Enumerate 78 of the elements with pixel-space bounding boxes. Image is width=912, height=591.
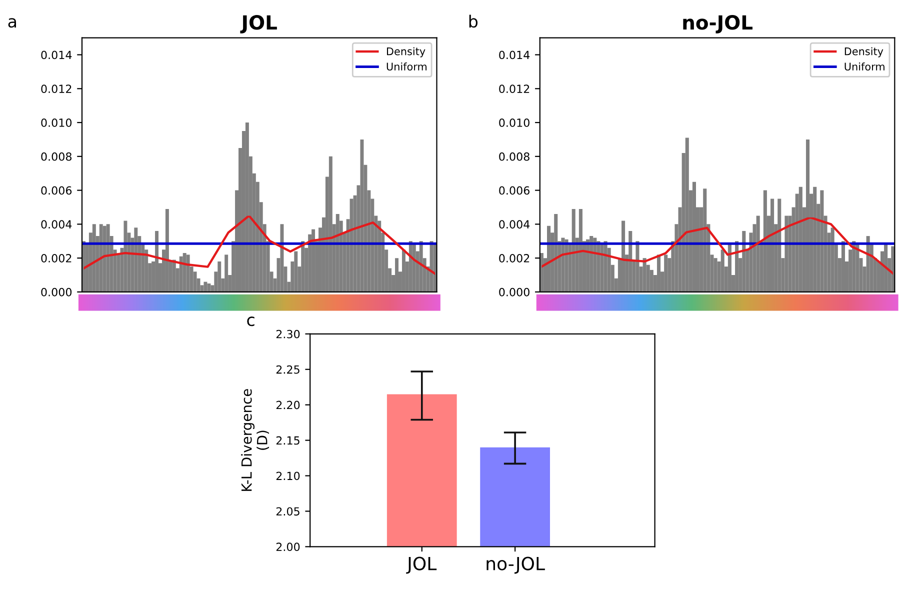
bar	[856, 244, 860, 292]
y-tick-label: 2.30	[276, 330, 300, 338]
y-tick-label: 2.25	[276, 365, 300, 374]
text: a	[8, 18, 16, 28]
y-tick-label: 0.008	[499, 152, 530, 161]
bar	[204, 282, 208, 292]
legend-label: Density	[387, 47, 426, 58]
bar	[280, 224, 284, 292]
bar	[756, 216, 760, 292]
bar	[186, 254, 190, 292]
bar	[622, 220, 626, 292]
bar	[92, 224, 96, 292]
bar	[728, 244, 732, 292]
bar	[218, 261, 222, 292]
y-tick-label: 2.00	[276, 542, 300, 552]
chart-title: JOL	[240, 15, 277, 34]
bar	[165, 208, 169, 292]
bar	[301, 241, 305, 292]
bar	[806, 139, 810, 292]
bar	[763, 190, 767, 292]
bar	[412, 244, 416, 292]
y-tick-label: 0.010	[499, 118, 530, 127]
bar	[395, 258, 398, 292]
bar	[124, 220, 128, 292]
y-tick-label: 0.006	[41, 186, 72, 195]
bar	[179, 256, 183, 292]
bar	[328, 156, 332, 292]
bar	[360, 139, 364, 292]
bar	[742, 230, 746, 292]
y-tick-label: 0.014	[41, 50, 72, 60]
legend-label: Uniform	[386, 62, 426, 71]
bar	[770, 198, 774, 292]
bar	[572, 208, 576, 292]
bar	[703, 188, 707, 292]
y-tick-label: 0.002	[41, 254, 72, 262]
legend-label: Uniform	[844, 62, 884, 71]
y-tick-label: 0.006	[499, 186, 530, 195]
bar	[547, 226, 551, 292]
bar	[820, 190, 824, 292]
bar	[720, 250, 724, 292]
bar	[884, 244, 888, 292]
y-tick-label: 2.20	[276, 400, 300, 410]
bar	[155, 230, 159, 292]
bar	[664, 254, 668, 292]
bar	[692, 182, 696, 292]
y-tick-label: 0.004	[41, 220, 72, 229]
bar	[578, 208, 582, 292]
bar	[554, 214, 558, 292]
y-tick-label: 0.000	[499, 288, 530, 296]
text: b	[469, 14, 478, 28]
y-axis-title: K-L Divergence (D)	[241, 389, 270, 491]
bar	[685, 138, 689, 292]
legend-label: Density	[844, 47, 884, 58]
y-tick-label: 0.008	[41, 152, 72, 161]
bar	[350, 198, 354, 292]
text: c	[247, 316, 254, 326]
y-tick-label: 0.014	[499, 50, 530, 60]
y-tick-label: 0.004	[499, 220, 530, 229]
bar	[841, 241, 846, 292]
bar	[99, 224, 103, 292]
chart-title: no-JOL	[683, 15, 752, 34]
bar	[224, 254, 228, 292]
bar	[628, 230, 632, 292]
y-tick-label: 0.010	[41, 118, 72, 127]
y-tick-label: 2.10	[276, 472, 300, 480]
bar	[430, 241, 434, 292]
bar	[778, 198, 782, 292]
bar	[207, 283, 211, 292]
bar	[784, 216, 788, 292]
y-tick-label: 2.05	[276, 507, 300, 516]
bar	[656, 254, 661, 292]
y-tick-label: 2.15	[276, 436, 300, 445]
y-tick-label: 0.002	[499, 254, 530, 262]
y-tick-label: 0.012	[499, 84, 530, 94]
y-tick-label: 0.000	[41, 288, 72, 296]
bar	[402, 250, 406, 292]
bar	[294, 251, 298, 292]
y-tick-label: 0.012	[41, 84, 72, 94]
